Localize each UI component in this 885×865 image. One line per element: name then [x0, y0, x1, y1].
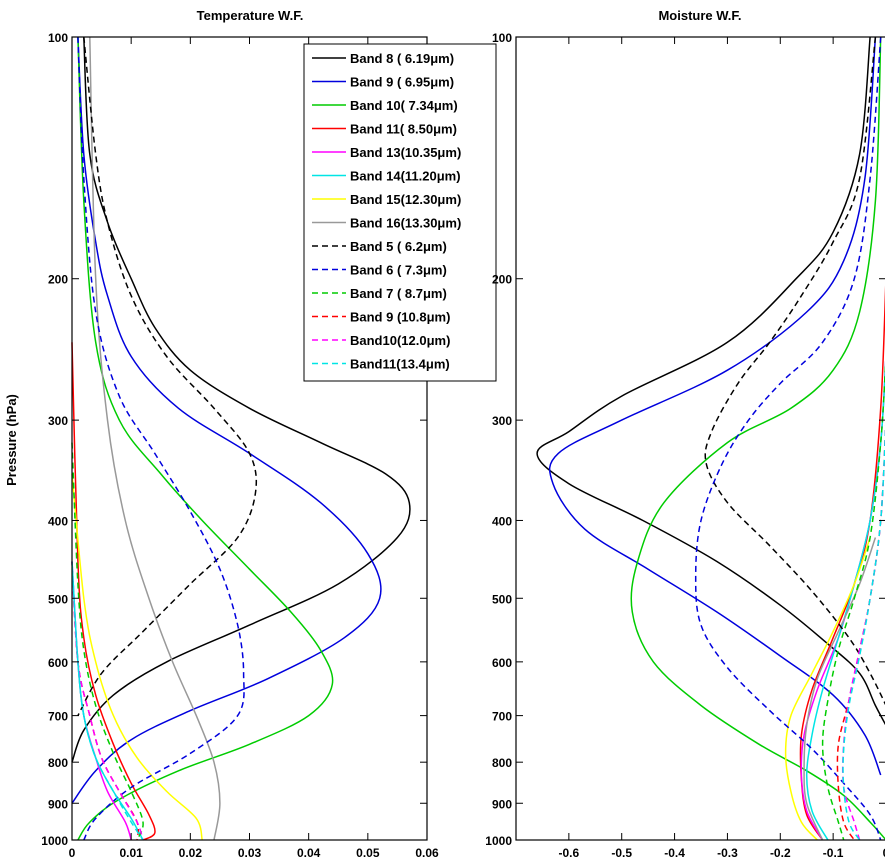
legend-entry: Band 7 ( 8.7μm): [350, 286, 447, 301]
moisture-plot-frame: [515, 36, 885, 841]
x-tick-label: -0.1: [823, 846, 844, 860]
y-tick-label: 600: [48, 656, 68, 670]
y-tick-label: 200: [48, 273, 68, 287]
series-line-10: [71, 442, 144, 841]
x-tick-label: -0.2: [770, 846, 791, 860]
temperature-panel: Temperature W.F. Pressure (hPa) 100 200 30…: [4, 8, 497, 860]
series-line-12: [71, 561, 144, 841]
x-tick-label: 0.04: [297, 846, 321, 860]
y-tick-label: 100: [48, 31, 68, 45]
series-line-1: [548, 36, 882, 776]
x-tick-label: -0.6: [559, 846, 580, 860]
series-line-13: [842, 425, 885, 841]
legend-entry: Band 13(10.35μm): [350, 145, 461, 160]
y-tick-label: 900: [48, 797, 68, 811]
y-tick-label: 900: [492, 797, 512, 811]
y-tick-label: 100: [492, 31, 512, 45]
y-tick-label: 500: [492, 592, 512, 606]
y-tick-label: 200: [492, 273, 512, 287]
series-line-3: [799, 285, 885, 841]
legend-entry: Band 16(13.30μm): [350, 216, 461, 231]
moisture-ticks-layer: 100 200 300 400 500 600 700 800 900 1000 -0.6 -0.5 -…: [485, 31, 885, 860]
series-line-6: [784, 537, 871, 841]
series-line-10: [821, 360, 885, 841]
series-line-13: [71, 561, 144, 841]
x-tick-label: 0.06: [415, 846, 439, 860]
legend-box: [303, 43, 497, 382]
series-line-7: [89, 36, 221, 841]
legend-entry: Band11(13.4μm): [350, 357, 450, 372]
legend-entry: Band 6 ( 7.3μm): [350, 263, 447, 278]
series-line-7: [803, 537, 877, 841]
y-tick-label: 700: [48, 710, 68, 724]
moisture-title: Moisture W.F.: [658, 8, 741, 23]
temperature-series-layer: [71, 36, 411, 841]
y-tick-label: 500: [48, 592, 68, 606]
x-tick-label: 0: [69, 846, 76, 860]
y-tick-label: 700: [492, 710, 512, 724]
series-line-12: [841, 425, 885, 841]
series-line-3: [71, 342, 156, 841]
y-axis-label: Pressure (hPa): [4, 394, 19, 486]
legend-entry: Band 10( 7.34μm): [350, 98, 458, 113]
y-tick-label: 300: [48, 414, 68, 428]
series-line-2: [77, 36, 334, 841]
legend-entry: Band 9 (10.8μm): [350, 310, 450, 325]
moisture-panel: Moisture W.F. 100 200 300 400 500 600 700 800 90…: [485, 8, 885, 860]
y-tick-label: 400: [492, 514, 512, 528]
legend-entry: Band10(12.0μm): [350, 333, 450, 348]
y-tick-label: 1000: [485, 834, 512, 848]
series-line-6: [71, 473, 203, 841]
x-tick-label: -0.3: [717, 846, 738, 860]
series-line-8: [77, 36, 258, 716]
y-tick-label: 1000: [41, 834, 68, 848]
y-tick-label: 800: [48, 756, 68, 770]
x-tick-label: 0.01: [119, 846, 143, 860]
y-tick-label: 600: [492, 656, 512, 670]
series-line-1: [71, 36, 382, 804]
y-tick-label: 300: [492, 414, 512, 428]
series-line-0: [536, 36, 885, 726]
x-tick-label: 0.02: [179, 846, 203, 860]
series-line-0: [71, 36, 411, 763]
legend-entry: Band 14(11.20μm): [350, 169, 461, 184]
series-line-8: [704, 36, 885, 706]
moisture-series-layer: [536, 36, 885, 841]
temperature-title: Temperature W.F.: [197, 8, 304, 23]
x-tick-label: -0.4: [664, 846, 685, 860]
legend-entry: Band 8 ( 6.19μm): [350, 51, 454, 66]
x-tick-label: 0.05: [356, 846, 380, 860]
legend-entry: Band 5 ( 6.2μm): [350, 239, 447, 254]
legend: Band 8 ( 6.19μm) Band 9 ( 6.95μm) Band 10(…: [303, 43, 497, 382]
x-tick-label: 0.03: [238, 846, 262, 860]
temperature-plot-frame: [71, 36, 428, 841]
legend-entry: Band 9 ( 6.95μm): [350, 75, 454, 90]
series-line-9: [694, 36, 882, 841]
y-tick-label: 400: [48, 514, 68, 528]
legend-entry: Band 11( 8.50μm): [350, 122, 457, 137]
series-line-9: [77, 36, 245, 841]
series-line-5: [805, 360, 885, 841]
series-line-11: [836, 425, 885, 841]
series-line-2: [630, 36, 885, 840]
y-tick-label: 800: [492, 756, 512, 770]
legend-entry: Band 15(12.30μm): [350, 192, 461, 207]
x-tick-label: 0: [883, 846, 885, 860]
x-tick-label: -0.5: [611, 846, 632, 860]
